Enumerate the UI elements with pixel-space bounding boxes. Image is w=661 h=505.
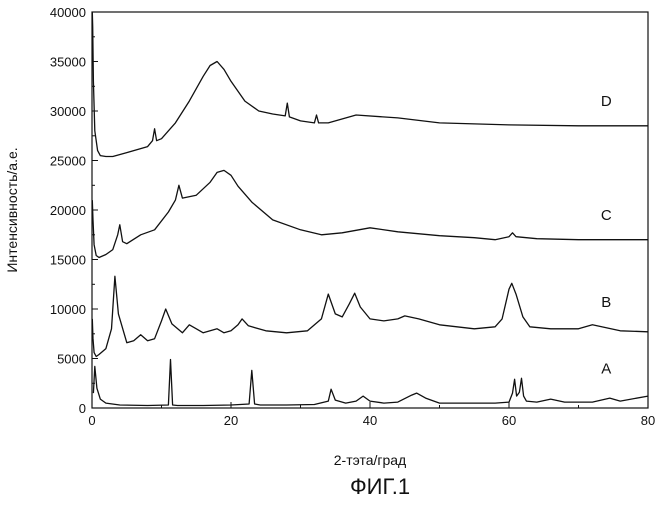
series-line-d [92, 12, 648, 157]
series-label-a: A [601, 360, 611, 377]
series-line-b [92, 276, 648, 356]
x-tick-label: 40 [363, 413, 377, 428]
y-tick-label: 15000 [50, 253, 86, 268]
x-tick-label: 60 [502, 413, 516, 428]
series-line-a [93, 360, 648, 406]
figure-caption: ФИГ.1 [350, 474, 410, 499]
series-label-b: B [601, 294, 611, 311]
y-axis-title: Интенсивность/а.е. [4, 147, 20, 272]
series-label-d: D [601, 93, 612, 110]
series-layer: A B C D [92, 12, 648, 406]
series-label-c: C [601, 207, 612, 224]
y-tick-label: 30000 [50, 104, 86, 119]
y-tick-label: 40000 [50, 5, 86, 20]
x-tick-label: 0 [88, 413, 95, 428]
y-tick-label: 35000 [50, 55, 86, 70]
tick-layer: 0 20 40 60 80 0 5000 10000 15000 20000 25000 30000 3… [50, 5, 655, 428]
x-tick-label: 20 [224, 413, 238, 428]
series-line-c [92, 170, 648, 257]
x-tick-label: 80 [641, 413, 655, 428]
y-tick-label: 0 [79, 401, 86, 416]
y-tick-label: 10000 [50, 302, 86, 317]
plot-frame [92, 12, 648, 408]
y-tick-label: 20000 [50, 203, 86, 218]
y-tick-label: 25000 [50, 154, 86, 169]
x-axis-title: 2-тэта/град [334, 452, 406, 468]
y-tick-label: 5000 [57, 352, 86, 367]
